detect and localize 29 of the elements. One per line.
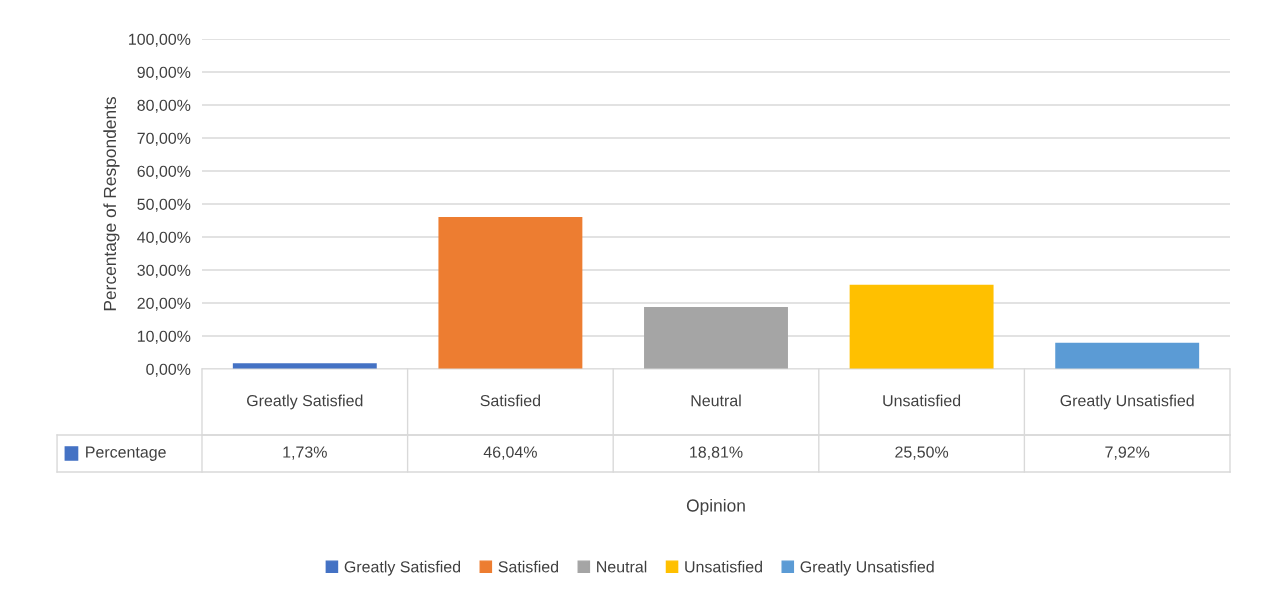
y-tick-label: 90,00%	[137, 66, 191, 80]
y-tick-label: 20,00%	[137, 297, 191, 311]
y-tick-label: 60,00%	[137, 165, 191, 179]
y-tick-label: 0,00%	[146, 363, 191, 377]
category-label: Greatly Satisfied	[344, 560, 461, 576]
data-label: 46,04%	[483, 446, 537, 460]
x-tick-label: Satisfied	[480, 394, 540, 407]
x-tick-label: Neutral	[691, 394, 741, 407]
y-axis-title: Percentage of Respondents	[103, 97, 120, 311]
y-tick-label: 10,00%	[137, 330, 191, 344]
y-tick-label: 100,00%	[129, 33, 191, 47]
y-tick-label: 70,00%	[137, 132, 191, 146]
category-label: Unsatisfied	[685, 560, 762, 573]
y-tick-label: 80,00%	[137, 99, 191, 113]
data-label: 18,81%	[690, 446, 743, 460]
x-tick-label: Greatly Unsatisfied	[1060, 394, 1194, 410]
category-label: Neutral	[597, 560, 647, 573]
text: Opinion	[686, 498, 745, 516]
legend-label: Percentage	[86, 446, 166, 461]
y-tick-label: 30,00%	[137, 264, 191, 278]
x-tick-label: Greatly Satisfied	[247, 394, 363, 410]
data-label: 1,73%	[283, 446, 327, 460]
y-tick-label: 50,00%	[137, 198, 191, 212]
y-tick-label: 40,00%	[137, 231, 191, 245]
data-label: 25,50%	[895, 446, 949, 460]
category-label: Satisfied	[498, 560, 559, 573]
x-tick-label: Unsatisfied	[883, 394, 961, 407]
data-label: 7,92%	[1105, 446, 1150, 460]
category-label: Greatly Unsatisfied	[800, 560, 934, 576]
